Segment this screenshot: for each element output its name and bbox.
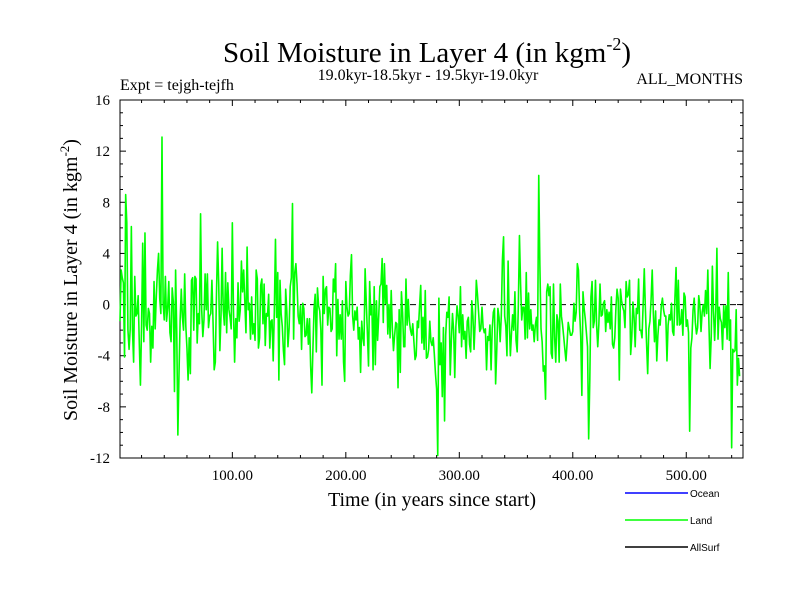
x-tick-label: 500.00: [666, 468, 707, 484]
y-tick-label: -4: [98, 349, 111, 365]
y-tick-label: 8: [103, 195, 111, 211]
x-tick-label: 200.00: [325, 468, 366, 484]
legend-label-ocean: Ocean: [690, 489, 719, 500]
y-axis-label: Soil Moisture in Layer 4 (in kgm-2): [57, 139, 82, 421]
period-label: 19.0kyr-18.5kyr - 19.5kyr-19.0kyr: [318, 67, 539, 84]
y-tick-label: 16: [95, 93, 111, 109]
chart-title: Soil Moisture in Layer 4 (in kgm-2): [223, 34, 631, 69]
x-tick-label: 400.00: [552, 468, 593, 484]
y-tick-label: -8: [98, 400, 111, 416]
y-tick-label: 4: [103, 246, 111, 262]
x-tick-label: 300.00: [439, 468, 480, 484]
x-tick-label: 100.00: [212, 468, 253, 484]
x-axis-label: Time (in years since start): [328, 489, 536, 511]
experiment-label: Expt = tejgh-tejfh: [120, 77, 234, 94]
legend: Ocean Land AllSurf: [625, 489, 720, 554]
plot-frame: [119, 99, 744, 459]
series-line-land: [119, 136, 741, 457]
series-group: [119, 136, 741, 457]
legend-label-land: Land: [690, 516, 712, 527]
months-label: ALL_MONTHS: [636, 71, 743, 88]
y-tick-label: 12: [95, 144, 110, 160]
y-tick-label: -12: [90, 451, 110, 467]
x-axis-ticks: 100.00 200.00 300.00 400.00 500.00: [141, 100, 733, 484]
legend-label-allsurf: AllSurf: [690, 543, 720, 554]
y-tick-label: 0: [103, 298, 111, 314]
